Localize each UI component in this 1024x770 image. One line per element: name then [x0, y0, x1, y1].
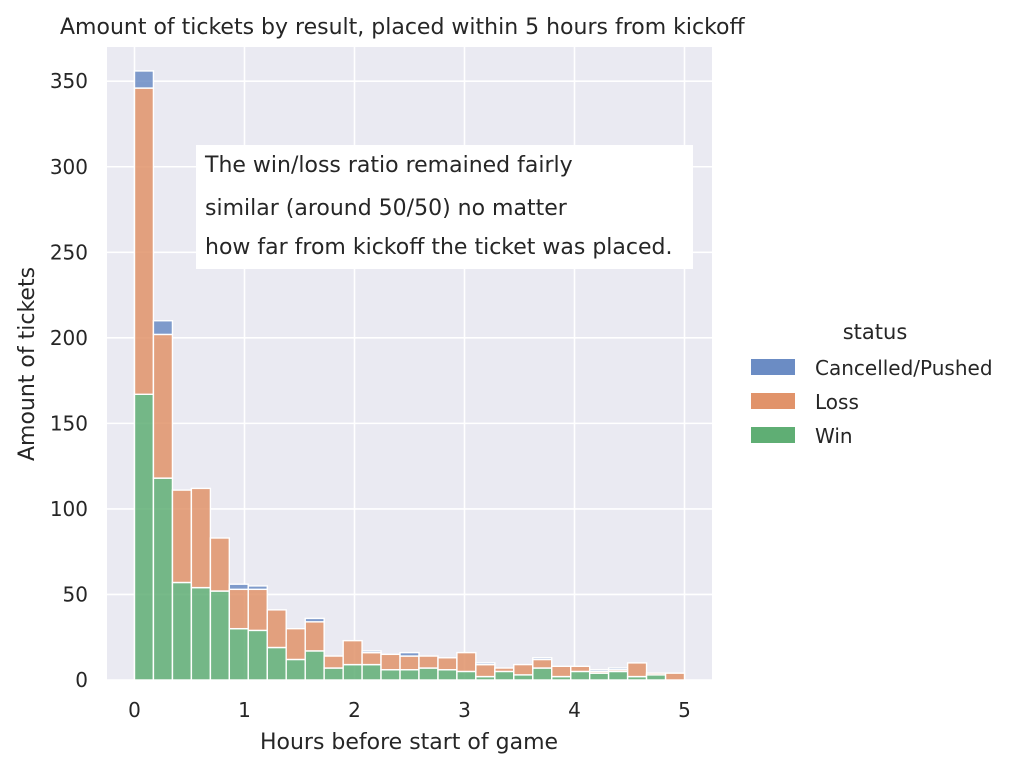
y-tick-label: 150: [50, 411, 88, 435]
legend-swatch-cancelled: [751, 359, 795, 375]
bar-loss: [418, 655, 439, 669]
annotation-line-1: The win/loss ratio remained fairly: [204, 153, 573, 178]
bar-loss: [228, 588, 249, 630]
bar-win: [190, 586, 212, 681]
bar-win: [399, 669, 420, 681]
bar-cancelled-pushed: [475, 662, 496, 666]
bar-loss: [361, 651, 382, 666]
bar-loss: [247, 588, 268, 632]
bar-win: [361, 663, 382, 681]
bar-win: [171, 581, 193, 681]
bar-win: [133, 393, 155, 681]
bar-loss: [304, 621, 325, 652]
bar-loss: [626, 662, 648, 678]
bars: [133, 70, 686, 681]
bar-loss: [342, 639, 363, 666]
bar-win: [266, 646, 287, 681]
legend-label-cancelled: Cancelled/Pushed: [815, 356, 993, 380]
bar-win: [456, 670, 477, 681]
bar-loss: [664, 672, 686, 681]
bar-cancelled-pushed: [607, 667, 629, 671]
y-tick-label: 200: [50, 326, 88, 350]
bar-win: [304, 650, 325, 681]
y-tick-label: 300: [50, 155, 88, 179]
bar-cancelled-pushed: [399, 651, 420, 657]
x-tick-labels: 0 1 2 3 4 5: [128, 698, 691, 722]
bar-loss: [494, 667, 515, 673]
bar-loss: [133, 87, 155, 395]
annotation-background: [196, 145, 693, 269]
chart-title: Amount of tickets by result, placed with…: [60, 15, 746, 40]
bar-win: [570, 670, 591, 681]
bar-loss: [570, 665, 591, 673]
legend-label-loss: Loss: [815, 390, 859, 414]
bar-cancelled-pushed: [152, 320, 174, 336]
y-tick-label: 100: [50, 497, 88, 521]
bar-cancelled-pushed: [588, 669, 610, 673]
bar-loss: [209, 537, 231, 592]
y-tick-label: 50: [63, 582, 88, 606]
bar-loss: [190, 487, 212, 589]
bar-loss: [323, 655, 344, 669]
bar-loss: [285, 627, 306, 661]
bar-cancelled-pushed: [304, 617, 325, 623]
bar-cancelled-pushed: [361, 650, 382, 654]
bar-win: [645, 674, 667, 681]
bar-loss: [152, 333, 174, 479]
bar-win: [285, 658, 306, 681]
bar-win: [380, 669, 401, 681]
bar-win: [607, 670, 629, 681]
x-tick-label: 1: [238, 698, 251, 722]
legend: status Cancelled/Pushed Loss Win: [751, 320, 993, 448]
bar-loss: [513, 663, 534, 676]
bar-cancelled-pushed: [228, 583, 249, 591]
bar-loss: [645, 672, 667, 676]
bar-win: [152, 477, 174, 681]
bar-win: [247, 629, 268, 681]
y-tick-label: 250: [50, 240, 88, 264]
annotation-line-2: similar (around 50/50) no matter: [205, 196, 568, 221]
y-tick-labels: 0 50 100 150 200 250 300 350: [50, 69, 88, 692]
bar-loss: [380, 653, 401, 671]
bar-loss: [475, 663, 496, 678]
y-tick-label: 350: [50, 69, 88, 93]
x-tick-label: 3: [458, 698, 471, 722]
bar-loss: [532, 658, 553, 669]
bar-loss: [551, 665, 572, 678]
y-axis-label: Amount of tickets: [15, 267, 40, 461]
bar-loss: [437, 657, 458, 671]
x-tick-label: 0: [128, 698, 141, 722]
x-tick-label: 4: [568, 698, 581, 722]
bar-loss: [399, 655, 420, 671]
annotation-box: The win/loss ratio remained fairly simil…: [196, 145, 693, 269]
y-tick-label: 0: [75, 668, 88, 692]
bar-cancelled-pushed: [133, 70, 155, 89]
bar-win: [323, 667, 344, 681]
bar-win: [342, 663, 363, 681]
bar-win: [513, 674, 534, 681]
x-tick-label: 5: [678, 698, 691, 722]
annotation-line-3: how far from kickoff the ticket was plac…: [205, 235, 672, 260]
legend-label-win: Win: [815, 424, 853, 448]
legend-title: status: [843, 320, 908, 344]
bar-cancelled-pushed: [247, 585, 268, 591]
bar-win: [437, 669, 458, 681]
legend-swatch-loss: [751, 393, 795, 409]
bar-win: [228, 627, 249, 681]
bar-loss: [456, 651, 477, 673]
bar-loss: [266, 609, 287, 649]
bar-cancelled-pushed: [532, 657, 553, 661]
x-axis-label: Hours before start of game: [260, 730, 558, 755]
bar-win: [494, 670, 515, 681]
bar-win: [588, 672, 610, 681]
bar-win: [418, 667, 439, 681]
bar-loss: [171, 489, 193, 584]
x-tick-label: 2: [348, 698, 361, 722]
bar-win: [532, 667, 553, 681]
legend-swatch-win: [751, 427, 795, 443]
bar-win: [209, 590, 231, 681]
